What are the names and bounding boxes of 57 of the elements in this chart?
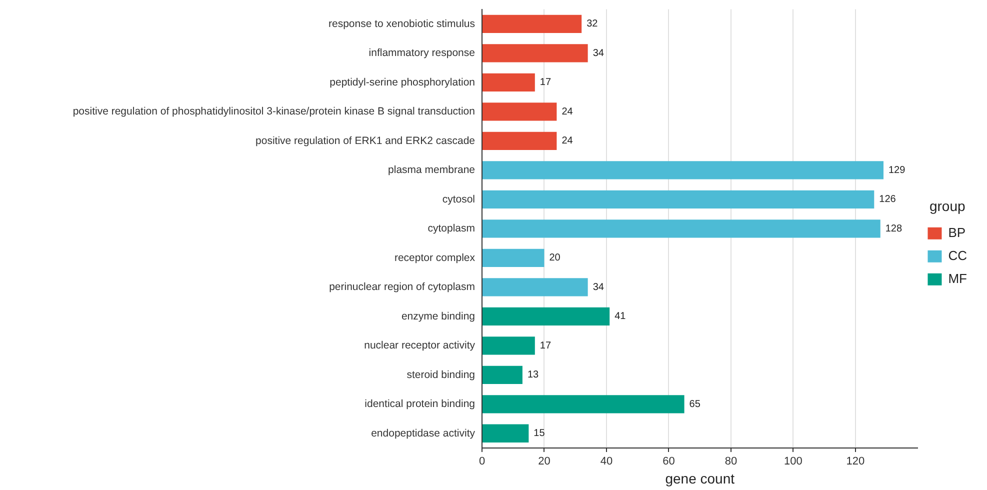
y-tick-label: cytosol (442, 193, 475, 206)
y-tick-label: endopeptidase activity (371, 427, 476, 440)
y-tick-label: peptidyl-serine phosphorylation (330, 76, 476, 88)
y-tick-label: perinuclear region of cytoplasm (329, 281, 476, 294)
data-label: 34 (592, 282, 604, 293)
bar (482, 366, 522, 384)
data-label: 17 (540, 77, 552, 88)
bar (482, 102, 557, 121)
bar (482, 190, 874, 208)
x-tick-label: 60 (662, 456, 675, 468)
y-tick-label: positive regulation of phosphatidylinositol 3-kinase/protein kinase B signal transduction (72, 106, 476, 118)
data-label: 24 (562, 136, 574, 147)
data-label: 17 (540, 340, 552, 352)
x-tick-label: 0 (478, 456, 486, 468)
data-label: 128 (885, 223, 902, 234)
bar (482, 278, 588, 296)
x-tick-label: 120 (846, 456, 865, 468)
bar (482, 307, 610, 326)
bar (482, 73, 535, 92)
bar (482, 424, 529, 442)
data-label: 15 (534, 428, 546, 440)
y-tick-label: nuclear receptor activity (364, 340, 476, 352)
bar (482, 161, 884, 180)
data-label: 13 (527, 370, 540, 381)
bar (482, 395, 684, 414)
x-tick-label: 40 (600, 456, 613, 468)
y-tick-label: inflammatory response (368, 47, 476, 60)
data-label: 65 (689, 398, 701, 410)
y-tick-label: enzyme binding (401, 310, 476, 322)
legend-label: CC (948, 248, 968, 263)
y-tick-label: response to xenobiotic stimulus (328, 18, 475, 30)
x-axis-title: gene count (665, 470, 735, 486)
x-tick-label: 100 (784, 456, 802, 468)
bar (482, 132, 557, 150)
data-label: 34 (592, 48, 604, 59)
legend-title: group (929, 198, 966, 214)
y-tick-label: identical protein binding (364, 398, 476, 410)
data-label: 41 (614, 311, 626, 322)
x-tick-label: 20 (538, 456, 550, 468)
data-label: 126 (879, 194, 896, 206)
data-label: 32 (586, 18, 598, 30)
bar (482, 44, 588, 62)
legend-label: BP (948, 224, 966, 240)
y-tick-label: steroid binding (406, 368, 476, 381)
bar (482, 336, 535, 355)
data-label: 20 (549, 252, 561, 264)
y-tick-label: cytoplasm (428, 222, 476, 235)
y-tick-label: receptor complex (394, 252, 476, 264)
bar (482, 220, 880, 238)
y-tick-label: plasma membrane (388, 164, 476, 176)
legend-label: MF (948, 270, 968, 286)
data-label: 129 (888, 164, 906, 176)
x-tick-label: 80 (724, 456, 738, 468)
bar (482, 248, 544, 267)
y-tick-label: positive regulation of ERK1 and ERK2 cascade (256, 134, 476, 147)
data-label: 24 (562, 106, 574, 118)
bar (482, 14, 582, 33)
